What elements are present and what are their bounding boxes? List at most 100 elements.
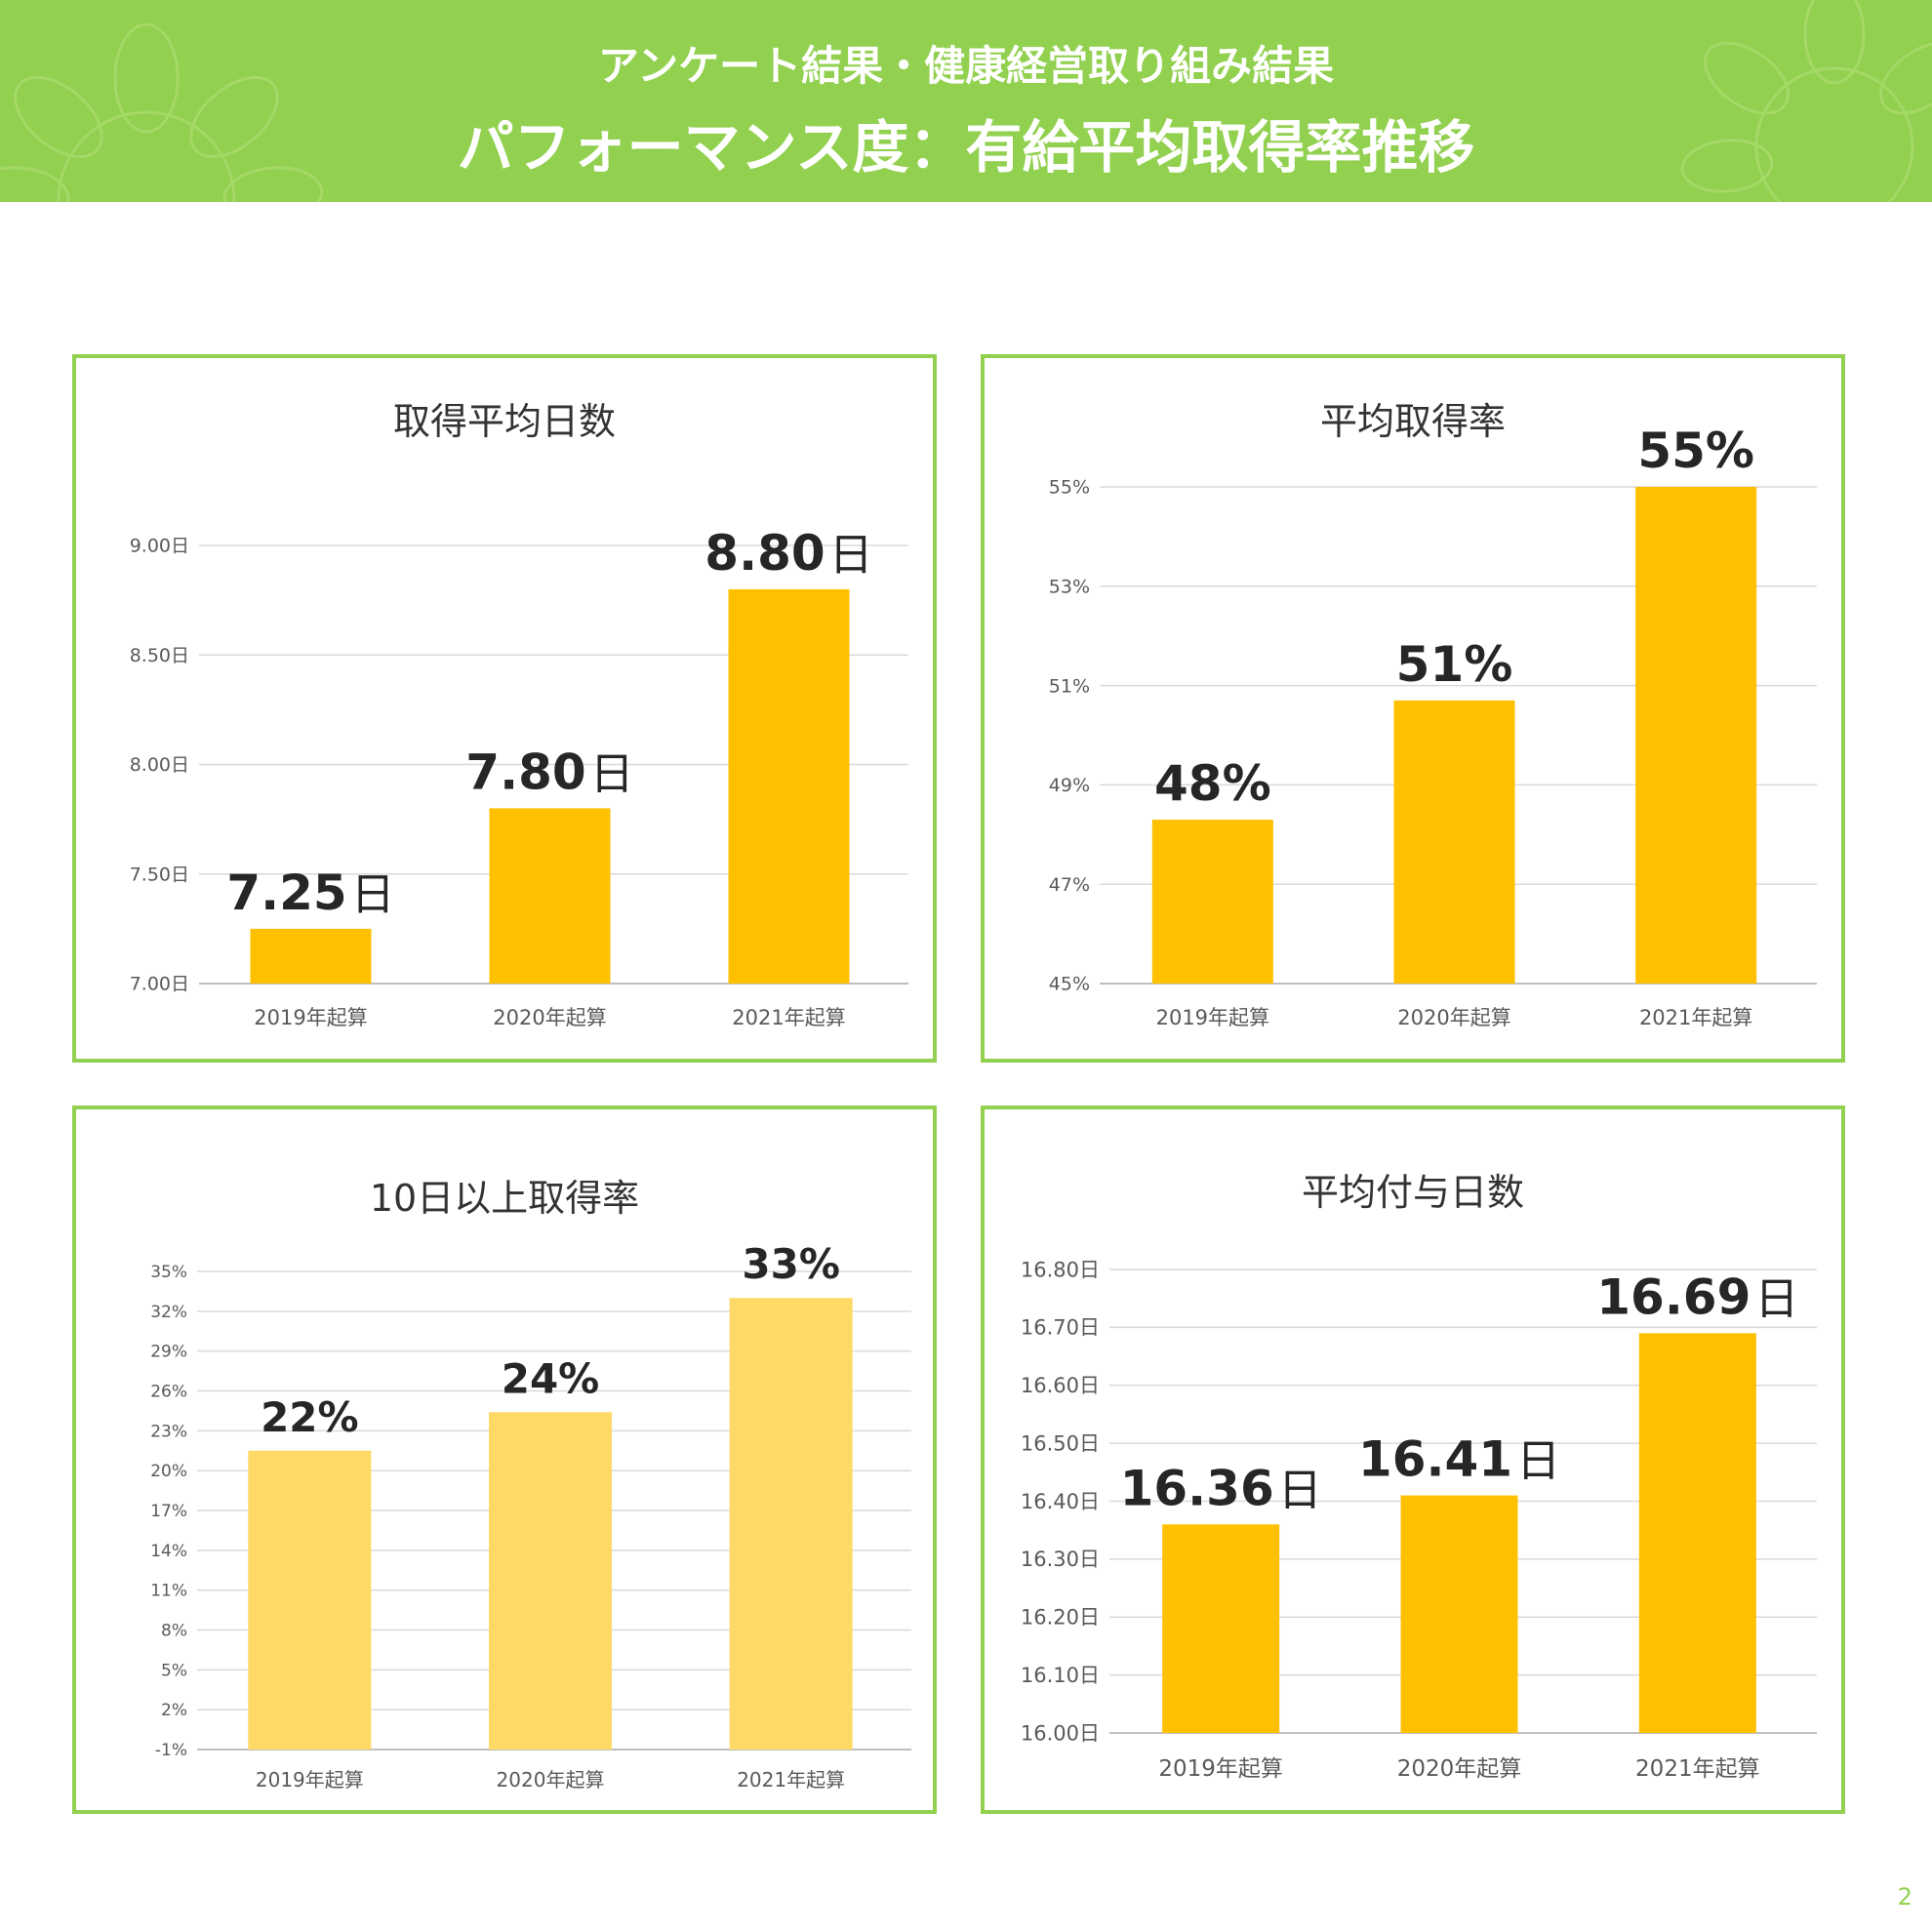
x-category-label: 2020年起算 <box>1397 1006 1510 1029</box>
chart-title: 平均取得率 <box>1319 400 1506 443</box>
data-label: 48% <box>1154 755 1271 812</box>
y-tick-label: 55% <box>1049 477 1090 499</box>
bar <box>728 588 850 984</box>
y-tick-label: 26% <box>150 1382 187 1401</box>
x-category-label: 2020年起算 <box>493 1006 606 1029</box>
x-category-label: 2021年起算 <box>1635 1756 1760 1782</box>
y-tick-label: 16.70日 <box>1021 1316 1100 1340</box>
bar-chart-granted-days: 16.00日 16.10日 16.20日 16.30日 16.40日 16.50日 16.6… <box>1021 1258 1817 1782</box>
x-category-label: 2019年起算 <box>1156 1006 1269 1029</box>
y-tick-label: 16.80日 <box>1021 1258 1100 1281</box>
header-subtitle: アンケート結果・健康経営取り組み結果 <box>597 42 1335 90</box>
y-tick-label: 16.60日 <box>1021 1374 1100 1397</box>
data-label: 16.36日 <box>1120 1460 1322 1516</box>
y-tick-label: -1% <box>155 1741 187 1760</box>
y-tick-label: 8.50日 <box>130 645 189 666</box>
bar <box>1635 487 1757 984</box>
bar-chart-average-days: 7.00日7.50日8.00日8.50日9.00日2019年起算7.25日202… <box>130 525 908 1029</box>
data-label-unit: 日 <box>1754 1272 1798 1324</box>
chart-panel-average-rate: 平均取得率 45% 47% 49% 51% 53% 55% 2019年起算 48% 2020年起… <box>981 354 1845 1063</box>
x-category-label: 2019年起算 <box>1158 1756 1283 1782</box>
y-tick-label: 35% <box>150 1263 187 1282</box>
y-tick-label: 16.30日 <box>1021 1548 1100 1571</box>
bar <box>1151 820 1273 984</box>
bar <box>1400 1495 1518 1733</box>
data-label: 16.41日 <box>1358 1431 1560 1488</box>
y-tick-label: 16.00日 <box>1021 1721 1100 1745</box>
chart-title: 10日以上取得率 <box>369 1177 640 1220</box>
y-tick-label: 9.00日 <box>130 536 189 557</box>
data-label-unit: 日 <box>1278 1464 1322 1515</box>
x-category-label: 2019年起算 <box>256 1768 364 1791</box>
data-label-value: 48% <box>1154 755 1271 812</box>
chart-panel-granted-days: 平均付与日数 16.00日 16.10日 16.20日 16.30日 16.40日 16.… <box>981 1106 1845 1814</box>
header-banner: アンケート結果・健康経営取り組み結果 パフォーマンス度：有給平均取得率推移 <box>0 0 1932 202</box>
y-tick-label: 7.50日 <box>130 864 189 885</box>
y-tick-label: 23% <box>150 1422 187 1441</box>
bar <box>489 808 611 984</box>
data-label: 22% <box>261 1393 359 1441</box>
y-tick-label: 51% <box>1049 675 1090 697</box>
bar <box>1393 700 1515 984</box>
x-category-label: 2019年起算 <box>254 1006 367 1029</box>
y-tick-label: 5% <box>161 1661 187 1680</box>
data-label-value: 16.41 <box>1358 1431 1512 1488</box>
plot-area: 7.00日7.50日8.00日8.50日9.00日2019年起算7.25日202… <box>130 525 908 1029</box>
y-tick-label: 53% <box>1049 576 1090 597</box>
x-category-label: 2021年起算 <box>737 1768 845 1791</box>
data-label-value: 8.80 <box>704 525 825 582</box>
x-category-label: 2020年起算 <box>1397 1756 1522 1782</box>
y-tick-label: 20% <box>150 1462 187 1481</box>
y-tick-label: 8% <box>161 1621 187 1640</box>
data-label-unit: 日 <box>829 529 873 581</box>
chart-panel-average-days: 取得平均日数 7.00日 7.50日 8.00日 8.50日 9.00日 2019年起算 7… <box>72 354 937 1063</box>
data-label-value: 16.36 <box>1120 1460 1274 1516</box>
y-tick-label: 2% <box>161 1701 187 1720</box>
data-label: 55% <box>1637 423 1754 479</box>
y-tick-label: 7.00日 <box>130 974 189 995</box>
plot-area: 16.00日 16.10日 16.20日 16.30日 16.40日 16.50日 16.6… <box>1021 1258 1817 1782</box>
data-label: 33% <box>742 1240 840 1288</box>
y-tick-label: 32% <box>150 1303 187 1322</box>
y-tick-label: 16.50日 <box>1021 1431 1100 1455</box>
y-tick-label: 16.20日 <box>1021 1606 1100 1630</box>
y-tick-label: 45% <box>1049 974 1090 995</box>
data-label-value: 22% <box>261 1393 359 1441</box>
x-category-label: 2021年起算 <box>732 1006 845 1029</box>
bar <box>248 1450 372 1750</box>
chart-title: 平均付与日数 <box>1301 1171 1524 1214</box>
bar-chart-over10-rate: -1% 2% 5% 8% 11% 14% 17% 20% 23% 26% 29% 32% 35% 2019… <box>150 1240 911 1791</box>
bar <box>1162 1524 1280 1733</box>
data-label-unit: 日 <box>590 747 634 799</box>
chart-title: 取得平均日数 <box>392 400 616 443</box>
flower-decoration <box>0 0 1932 202</box>
bar-chart-average-rate: 45% 47% 49% 51% 53% 55% 2019年起算 48% 2020年起算 51% 20… <box>1049 423 1817 1029</box>
y-tick-label: 29% <box>150 1343 187 1362</box>
y-tick-label: 47% <box>1049 874 1090 896</box>
plot-area: -1% 2% 5% 8% 11% 14% 17% 20% 23% 26% 29% 32% 35% 2019… <box>150 1240 911 1791</box>
data-label-value: 55% <box>1637 423 1754 479</box>
data-label-value: 16.69 <box>1596 1268 1751 1325</box>
page-number: 2 <box>1897 1883 1912 1911</box>
data-label: 16.69日 <box>1596 1268 1798 1325</box>
data-label-unit: 日 <box>351 868 395 920</box>
bar <box>250 928 372 984</box>
data-label-value: 33% <box>742 1240 840 1288</box>
y-tick-label: 14% <box>150 1542 187 1561</box>
y-tick-label: 17% <box>150 1502 187 1521</box>
data-label-value: 7.25 <box>226 865 346 921</box>
y-tick-label: 8.00日 <box>130 754 189 776</box>
y-tick-label: 16.10日 <box>1021 1664 1100 1687</box>
data-label: 8.80日 <box>704 525 872 582</box>
bar <box>729 1298 853 1750</box>
data-label: 7.25日 <box>226 865 394 921</box>
x-category-label: 2020年起算 <box>497 1768 605 1791</box>
y-tick-label: 11% <box>150 1582 187 1601</box>
x-category-label: 2021年起算 <box>1639 1006 1752 1029</box>
data-label-value: 24% <box>502 1354 600 1402</box>
data-label: 7.80日 <box>465 744 633 800</box>
data-label-value: 51% <box>1396 636 1513 693</box>
data-label-unit: 日 <box>1516 1435 1560 1487</box>
y-tick-label: 16.40日 <box>1021 1490 1100 1513</box>
header-title: パフォーマンス度：有給平均取得率推移 <box>457 114 1475 181</box>
